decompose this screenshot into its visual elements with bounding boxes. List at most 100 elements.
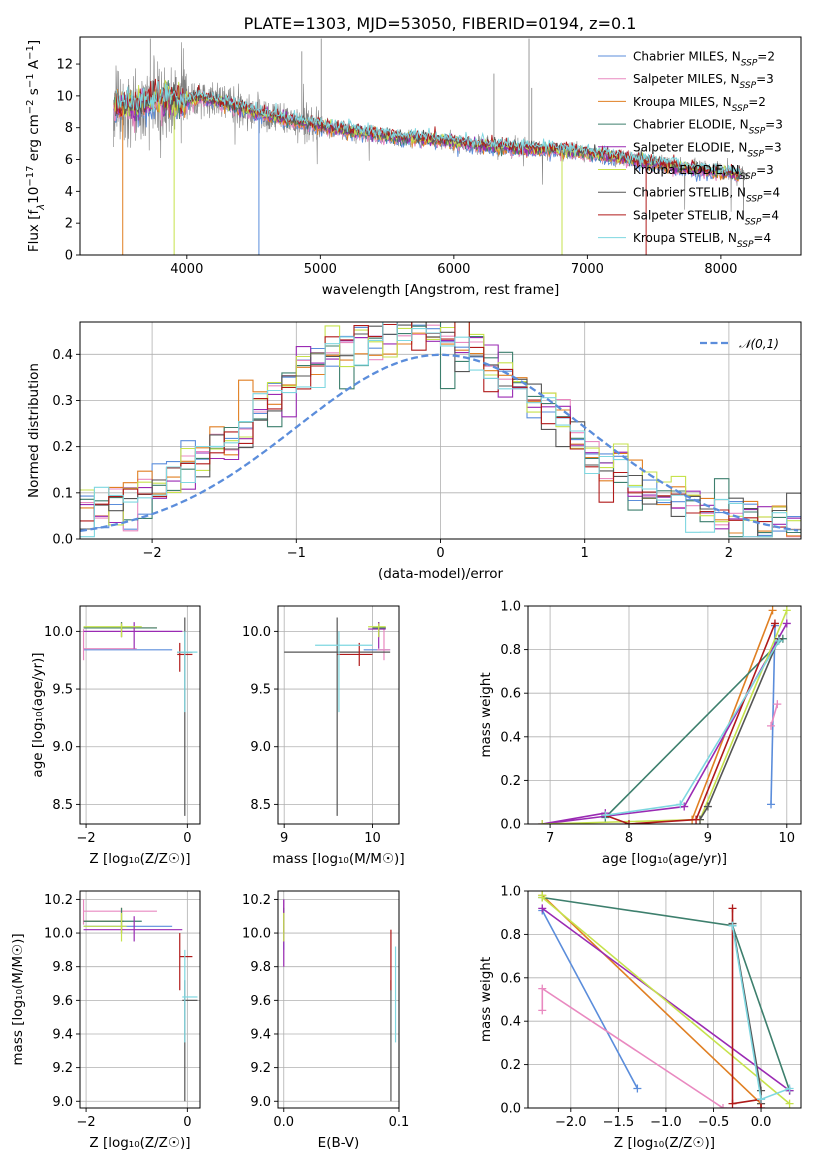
x-tick-label: 6000 <box>437 262 470 277</box>
x-tick-label: 0.0 <box>273 1115 294 1130</box>
y-label-part: λ <box>36 204 47 211</box>
y-tick-label: 0.4 <box>500 730 521 745</box>
x-tick-label: −2 <box>143 546 162 561</box>
y-tick-label: 0 <box>65 249 73 264</box>
weight-line-2 <box>541 894 762 1105</box>
x-axis-label: age [log₁₀(age/yr)] <box>602 851 727 867</box>
y-axis-label: Normed distribution <box>26 363 42 498</box>
x-tick-label: 7 <box>546 831 554 846</box>
legend-entry-7: Salpeter STELIB, NSSP=4 <box>633 208 779 227</box>
weight-marker <box>728 1099 737 1108</box>
weight-marker <box>538 820 547 824</box>
axes-frame <box>79 36 802 256</box>
y-label-part: 10 <box>26 187 42 204</box>
x-tick-label: −1.5 <box>603 1115 635 1130</box>
weight-line-3 <box>604 638 784 819</box>
y-tick-label: 1.0 <box>500 600 521 615</box>
weight-marker <box>676 800 685 809</box>
y-tick-label: 10.0 <box>242 927 271 942</box>
y-tick-label: 10 <box>56 89 73 104</box>
legend-entry-3: Chabrier ELODIE, NSSP=3 <box>633 118 783 137</box>
y-label-part: ] <box>26 40 42 45</box>
plot-body-weight-z <box>538 891 794 1108</box>
x-axis-label: (data-model)/error <box>378 566 504 582</box>
y-label-part: −2 <box>25 99 36 114</box>
weight-marker <box>601 811 610 820</box>
axes-frame <box>79 890 201 1109</box>
legend-entry-2: Kroupa MILES, NSSP=2 <box>633 95 766 114</box>
x-tick-label: 10 <box>364 831 381 846</box>
y-tick-label: 0.0 <box>500 818 521 833</box>
legend-entry-6: Chabrier STELIB, NSSP=4 <box>633 186 780 205</box>
weight-marker <box>757 1086 766 1095</box>
x-axis-label: mass [log₁₀(M/M☉)] <box>272 851 404 867</box>
axes-weight-age: 7 8 9 10 0.0 0.2 0.4 0.6 0.8 1.0 age [log₁₀(age/yr… <box>478 600 802 867</box>
weight-marker <box>785 1084 794 1093</box>
y-tick-label: 9.8 <box>250 960 271 975</box>
y-tick-label: 0.2 <box>500 774 521 789</box>
x-tick-label: 5000 <box>304 262 337 277</box>
x-tick-label: 1 <box>581 546 589 561</box>
y-tick-label: 8 <box>65 121 73 136</box>
axes-age-mass: 9 10 8.5 9.0 9.5 10.0 mass [log₁₀(M/M☉)] <box>242 605 405 867</box>
axes-frame <box>527 890 802 1109</box>
y-tick-label: 9.6 <box>250 994 271 1009</box>
weight-marker <box>728 904 737 913</box>
y-tick-label: 0.6 <box>500 687 521 702</box>
axes-residuals: −2 −1 0 1 2 0.0 0.1 0.2 0.3 0.4 (data-model)/error… <box>26 321 802 582</box>
x-tick-label: 8000 <box>704 262 737 277</box>
weight-line-5 <box>542 610 788 824</box>
x-tick-label: −0.5 <box>698 1115 730 1130</box>
weight-line-0 <box>541 910 639 1089</box>
weight-marker <box>768 606 777 615</box>
axes-mass-z: −2 0 9.0 9.2 9.4 9.6 9.8 10.0 10.2 Z [log₁₀(Z/Z☉)… <box>10 890 201 1151</box>
y-axis-label: mass [log₁₀(M/M☉)] <box>10 933 26 1065</box>
y-tick-label: 9.0 <box>52 1095 73 1110</box>
y-tick-label: 9.5 <box>52 683 73 698</box>
x-axis-label: wavelength [Angstrom, rest frame] <box>322 282 560 298</box>
x-tick-label: 0 <box>183 831 191 846</box>
weight-marker <box>538 904 547 913</box>
weight-line-4 <box>541 907 791 1092</box>
weight-marker <box>538 893 547 902</box>
y-tick-label: 9.5 <box>250 683 271 698</box>
y-axis-label: Flux [fλ10−17 erg cm−2 s−1 A−1] <box>25 40 47 252</box>
x-tick-label: 0.1 <box>389 1115 410 1130</box>
y-tick-label: 9.6 <box>52 994 73 1009</box>
weight-marker <box>785 1099 794 1108</box>
x-tick-label: 9 <box>280 831 288 846</box>
weight-marker <box>728 921 737 930</box>
y-tick-label: 9.2 <box>52 1061 73 1076</box>
y-tick-label: 9.8 <box>52 960 73 975</box>
legend-entry-4: Salpeter ELODIE, NSSP=3 <box>633 140 782 159</box>
x-tick-label: 2 <box>725 546 733 561</box>
y-label-part: −1 <box>25 73 36 88</box>
y-tick-label: 2 <box>65 217 73 232</box>
x-axis-label: E(B-V) <box>318 1135 360 1151</box>
y-axis-label: age [log₁₀(age/yr)] <box>30 652 46 777</box>
y-tick-label: 4 <box>65 185 73 200</box>
y-tick-label: 9.0 <box>52 740 73 755</box>
y-tick-label: 0.8 <box>500 643 521 658</box>
weight-marker <box>782 619 791 628</box>
plot-body-residuals <box>80 322 801 538</box>
x-tick-label: 7000 <box>571 262 604 277</box>
plot-body-mass-ebv <box>283 899 397 1102</box>
x-tick-label: 0 <box>183 1115 191 1130</box>
y-label-part: A <box>26 59 42 73</box>
axes-spectrum: 4000 5000 6000 7000 8000 0 2 4 6 8 10 12 wavelength … <box>25 36 802 298</box>
weight-marker <box>703 802 712 811</box>
plot-body-spectrum <box>112 38 748 255</box>
y-tick-label: 0.8 <box>500 928 521 943</box>
x-tick-label: 4000 <box>170 262 203 277</box>
y-tick-label: 9.0 <box>250 740 271 755</box>
axes-age-z: −2 0 8.5 9.0 9.5 10.0 Z [log₁₀(Z/Z☉)] age [log₁… <box>30 605 201 867</box>
x-tick-label: −1 <box>287 546 306 561</box>
weight-marker <box>757 1095 766 1104</box>
y-tick-label: 9.4 <box>250 1027 271 1042</box>
x-tick-label: 9 <box>704 831 712 846</box>
y-tick-label: 10.0 <box>44 625 73 640</box>
y-tick-label: 9.0 <box>250 1095 271 1110</box>
x-axis-label: Z [log₁₀(Z/Z☉)] <box>89 1135 190 1151</box>
